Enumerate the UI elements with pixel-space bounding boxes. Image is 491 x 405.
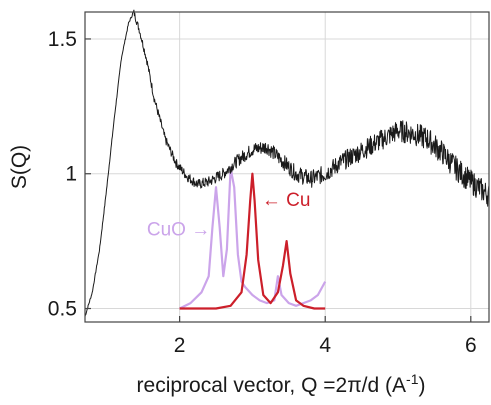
x-axis-title-superscript: -1 [406,371,419,387]
y-axis-title: S(Q) [8,145,31,189]
y-tick-label: 1 [65,163,77,186]
series-line-measured [84,9,490,317]
series-layer [84,9,490,317]
x-tick-label: 6 [465,334,477,357]
x-axis-title: reciprocal vector, Q =2π/d (A-1) [137,371,426,397]
x-tick-label: 2 [174,334,186,357]
grid-layer [85,12,489,322]
tick-layer: 2 4 6 0.5 1 1.5 [48,28,477,357]
y-tick-label: 0.5 [48,298,77,321]
plot-frame [84,11,490,323]
annotation-label: ← Cu [262,190,311,211]
annotation-layer: CuO → ← Cu [147,190,311,241]
x-axis-title-main: reciprocal vector, Q =2π/d (A [137,374,407,397]
annotation-label: CuO → [147,220,210,241]
series-line-cu [179,172,326,310]
x-axis-title-suffix: ) [418,374,425,397]
x-tick-label: 4 [319,334,331,357]
y-tick-label: 1.5 [48,28,77,51]
